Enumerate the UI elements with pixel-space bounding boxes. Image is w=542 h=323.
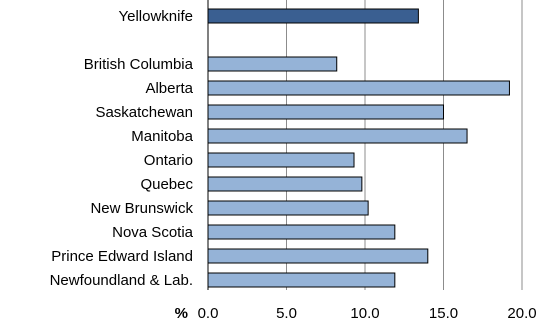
category-label: Saskatchewan <box>95 104 193 121</box>
bar <box>207 176 363 192</box>
category-label: Yellowknife <box>119 8 194 25</box>
category-label: Manitoba <box>131 128 193 145</box>
category-label: British Columbia <box>84 56 194 73</box>
category-labels: Yellowknife British Columbia Alberta Saskat… <box>50 8 194 289</box>
category-label: Newfoundland & Lab. <box>50 272 193 289</box>
x-tick-label: 5.0 <box>276 305 297 322</box>
x-axis-ticks: 0.0 5.0 10.0 15.0 20.0 <box>198 305 537 322</box>
bar <box>207 272 396 288</box>
category-label: Alberta <box>145 80 193 97</box>
category-label: Quebec <box>140 176 193 193</box>
gridlines <box>207 0 523 290</box>
category-label: Nova Scotia <box>112 224 194 241</box>
x-axis-label: % <box>175 305 188 322</box>
x-tick-label: 0.0 <box>198 305 219 322</box>
bar <box>207 200 369 216</box>
bar <box>207 152 355 168</box>
bar <box>207 128 468 144</box>
bars <box>207 8 510 288</box>
bar <box>207 248 429 264</box>
x-tick-label: 10.0 <box>350 305 379 322</box>
x-tick-label: 15.0 <box>429 305 458 322</box>
bar <box>207 56 338 72</box>
x-tick-label: 20.0 <box>507 305 536 322</box>
category-label: Ontario <box>144 152 193 169</box>
category-label: New Brunswick <box>90 200 193 217</box>
category-label: Prince Edward Island <box>51 248 193 265</box>
bar-highlight <box>207 8 419 24</box>
bar <box>207 104 444 120</box>
bar <box>207 80 510 96</box>
bar <box>207 224 396 240</box>
